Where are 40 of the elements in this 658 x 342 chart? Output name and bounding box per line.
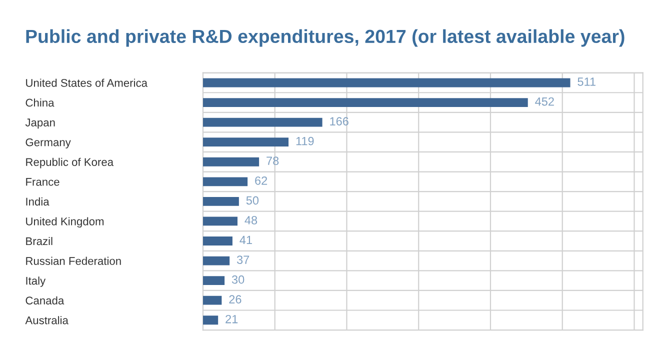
y-tick-label: China — [26, 98, 54, 107]
data-label: 30 — [232, 275, 244, 284]
data-label: 166 — [330, 117, 348, 126]
y-tick-label: Canada — [26, 296, 64, 304]
chart-title: Public and private R&D expenditures, 2017 (or latest available year) — [26, 29, 624, 47]
data-label: 62 — [255, 176, 268, 185]
data-label: 119 — [296, 136, 314, 146]
bar — [202, 216, 238, 226]
data-label: 37 — [236, 256, 250, 264]
bar — [202, 157, 260, 166]
y-tick-label: Republic of Korea — [26, 158, 114, 168]
bar — [202, 276, 225, 286]
data-label: 78 — [266, 156, 279, 166]
data-label: 452 — [535, 97, 554, 106]
bar — [202, 98, 528, 107]
bar — [202, 138, 289, 147]
y-tick-label: France — [26, 178, 60, 186]
bar — [202, 236, 232, 246]
data-label: 26 — [229, 295, 242, 304]
bar — [202, 196, 239, 206]
y-tick-label: Australia — [25, 316, 68, 324]
y-tick-label: Russian Federation — [26, 256, 121, 265]
y-tick-label: Japan — [25, 118, 55, 129]
y-tick-label: United Kingdom — [26, 217, 104, 228]
data-label: 50 — [246, 196, 259, 205]
y-tick-label: Germany — [26, 138, 71, 148]
bar — [202, 78, 570, 88]
bar — [202, 256, 230, 266]
bar — [202, 177, 248, 186]
bar — [202, 296, 222, 305]
bar — [202, 316, 218, 325]
data-label: 41 — [240, 236, 252, 244]
y-tick-label: Italy — [26, 276, 46, 287]
y-tick-label: India — [26, 197, 50, 206]
bar — [202, 118, 322, 127]
y-tick-label: Brazil — [26, 236, 52, 246]
y-tick-label: United States of America — [26, 78, 148, 87]
data-label: 48 — [244, 216, 258, 224]
data-label: 511 — [578, 78, 596, 86]
data-label: 21 — [226, 314, 238, 324]
